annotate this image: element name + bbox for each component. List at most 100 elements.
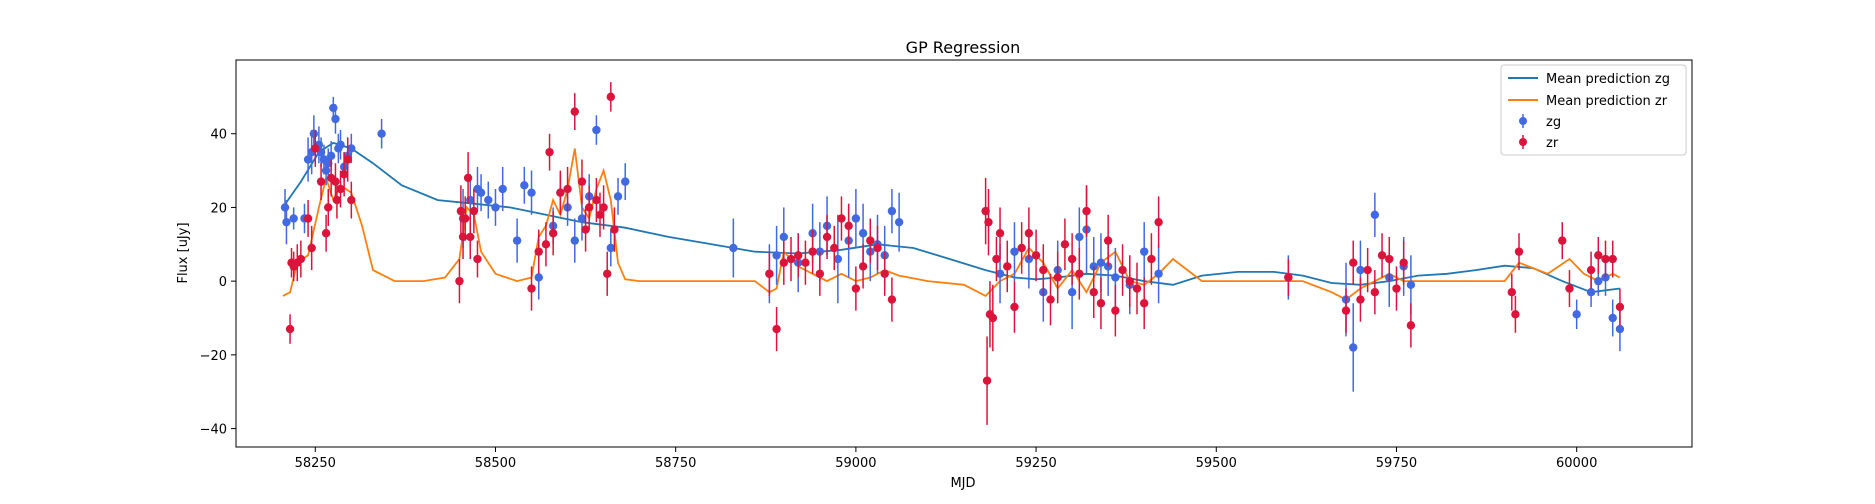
data-point-zr <box>456 206 466 216</box>
data-point-zr <box>321 229 331 238</box>
data-point-zr <box>1075 269 1084 278</box>
data-point-zr <box>837 214 846 223</box>
data-point-zr <box>794 251 803 260</box>
data-point-zr <box>347 195 356 205</box>
data-point-zg <box>606 243 616 253</box>
data-point-zg <box>1356 265 1365 275</box>
series-line-mean-prediction-zg <box>282 141 1621 294</box>
data-point-zr <box>339 170 349 179</box>
data-point-zr <box>548 229 558 238</box>
legend-zr-point-label: zr <box>1546 136 1559 151</box>
data-point-zg <box>1349 343 1358 352</box>
data-point-zr <box>545 147 554 157</box>
data-point-zr <box>563 184 572 194</box>
data-point-zr <box>461 214 470 223</box>
x-tick-label: 59750 <box>1376 456 1417 471</box>
data-point-zg <box>329 103 338 113</box>
data-point-zr <box>599 203 608 212</box>
data-point-zg <box>887 206 897 216</box>
data-point-zg <box>570 236 579 245</box>
y-tick-label: 0 <box>219 275 227 290</box>
data-point-zr <box>1565 284 1574 293</box>
data-point-zg <box>289 214 298 223</box>
data-point-zg <box>1594 276 1603 286</box>
data-point-zg <box>1067 288 1077 297</box>
data-point-zg <box>1586 288 1596 297</box>
data-point-zr <box>887 295 897 304</box>
data-point-zr <box>285 324 295 334</box>
data-point-zr <box>1082 206 1091 216</box>
data-point-zr <box>1132 284 1142 293</box>
data-point-zg <box>1089 262 1098 271</box>
data-point-zr <box>1031 251 1041 260</box>
y-tick-label: −40 <box>200 423 227 438</box>
data-point-zr <box>458 232 468 242</box>
data-point-zg <box>476 188 486 197</box>
data-point-zr <box>1377 251 1387 260</box>
legend-zr-line-label: Mean prediction zr <box>1546 94 1668 109</box>
data-point-zg <box>512 236 522 245</box>
data-point-zr <box>858 262 868 271</box>
data-point-zr <box>1046 295 1055 304</box>
x-axis-label: MJD <box>950 476 975 491</box>
x-tick-label: 60000 <box>1556 456 1597 471</box>
x-axis: 58250 58500 58750 59000 59250 59500 59750 60000 <box>295 447 1597 471</box>
data-point-zg <box>326 151 336 161</box>
data-point-zg <box>1406 280 1416 290</box>
data-point-zr <box>830 243 839 253</box>
data-point-zg <box>498 184 507 194</box>
data-point-zr <box>296 254 306 264</box>
data-point-zg <box>772 251 781 260</box>
data-point-zg <box>309 129 319 138</box>
data-point-zr <box>324 203 333 212</box>
data-point-zr <box>992 254 1001 264</box>
data-point-zr <box>1511 310 1520 319</box>
data-point-zg <box>621 177 630 186</box>
data-point-zg <box>331 114 340 124</box>
data-point-zr <box>779 258 789 267</box>
legend-zg-line-label: Mean prediction zg <box>1546 72 1670 87</box>
data-point-zr <box>1284 273 1293 282</box>
data-point-zr <box>786 254 796 264</box>
data-point-zg <box>592 125 601 135</box>
data-point-zg <box>779 232 789 242</box>
data-point-zg <box>491 203 500 212</box>
data-point-zr <box>1507 288 1517 297</box>
data-point-zr <box>1096 299 1106 308</box>
data-point-zr <box>556 188 565 197</box>
data-point-zg <box>894 217 904 227</box>
data-point-zr <box>815 269 825 278</box>
data-point-zr <box>1111 306 1120 315</box>
data-point-zr <box>1017 243 1026 253</box>
data-point-zr <box>984 217 993 227</box>
y-tick-label: 40 <box>210 128 227 143</box>
data-point-zr <box>981 206 990 216</box>
data-point-zg <box>1615 324 1625 334</box>
data-point-zr <box>1586 265 1596 275</box>
data-point-zr <box>1067 254 1077 264</box>
data-point-zr <box>1089 288 1098 297</box>
plot-area-frame <box>235 59 1693 448</box>
chart-title: GP Regression <box>906 38 1021 57</box>
data-point-zr <box>463 173 473 183</box>
data-point-zr <box>1125 276 1134 286</box>
data-point-zg <box>303 155 313 164</box>
data-point-zg <box>851 214 861 223</box>
data-point-zr <box>343 155 352 164</box>
data-point-zg <box>336 140 345 149</box>
data-point-zr <box>595 210 605 219</box>
data-point-zr <box>982 376 992 385</box>
data-point-zr <box>866 236 875 245</box>
data-point-zr <box>1154 217 1163 227</box>
data-point-zr <box>808 247 817 256</box>
legend: Mean prediction zg Mean prediction zr zg… <box>1500 64 1687 156</box>
data-point-zr <box>1118 265 1127 275</box>
data-point-zr <box>1514 247 1524 256</box>
data-point-zr <box>1053 273 1062 282</box>
series-line-mean-prediction-zr <box>282 148 1621 301</box>
data-point-zr <box>527 284 536 293</box>
data-point-zg <box>1370 210 1380 219</box>
data-point-zg <box>321 166 331 175</box>
legend-box <box>1500 64 1687 156</box>
